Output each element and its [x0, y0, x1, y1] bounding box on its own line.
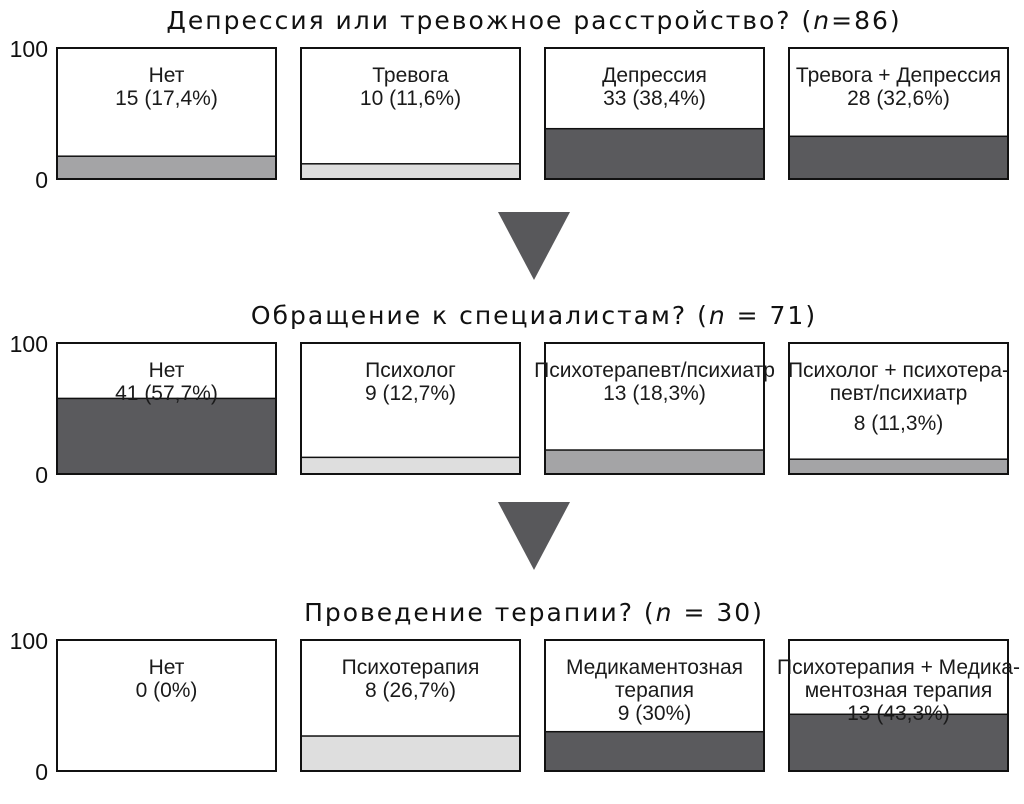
panel-frame — [544, 639, 765, 772]
panel-frame — [788, 342, 1009, 475]
category-label: Тревога + Депрессия — [796, 64, 1001, 87]
title-part: Проведение терапии? ( — [304, 598, 656, 627]
bar — [300, 163, 521, 180]
section-title: Обращение к специалистам? (n = 71) — [251, 301, 817, 330]
y-tick-label-0: 0 — [35, 462, 48, 488]
data-label: 8 (26,7%) — [365, 679, 456, 702]
data-label: 41 (57,7%) — [115, 382, 218, 405]
title-n-symbol: n — [709, 301, 727, 330]
y-tick-label-0: 0 — [35, 167, 48, 193]
category-label: певт/психиатр — [830, 382, 968, 405]
y-tick-label-0: 0 — [35, 759, 48, 785]
y-tick-label-100: 100 — [10, 331, 48, 357]
data-label: 15 (17,4%) — [115, 87, 218, 110]
chart-section: Обращение к специалистам? (n = 71) 100 0 Не… — [10, 301, 1009, 488]
title-n-symbol: n — [656, 598, 674, 627]
panel-background — [301, 48, 520, 179]
category-label: Нет — [149, 656, 185, 679]
panel-background — [57, 640, 276, 771]
data-label: 10 (11,6%) — [360, 87, 461, 110]
bar — [56, 155, 277, 180]
category-label: Медикаментозная — [566, 656, 743, 679]
data-label: 0 (0%) — [136, 679, 198, 702]
title-part: Депрессия или тревожное расстройство? ( — [166, 6, 813, 35]
data-label: 13 (43,3%) — [847, 702, 950, 725]
panel-frame — [56, 47, 277, 180]
panel-frame — [300, 47, 521, 180]
data-label: 13 (18,3%) — [603, 382, 706, 405]
panel-frame — [544, 342, 765, 475]
data-label: 8 (11,3%) — [854, 412, 944, 435]
chart-section: Депрессия или тревожное расстройство? (n… — [10, 6, 1009, 193]
section-title: Проведение терапии? (n = 30) — [304, 598, 764, 627]
y-tick-label-100: 100 — [10, 628, 48, 654]
data-label: 33 (38,4%) — [603, 87, 706, 110]
down-arrow-icon — [498, 502, 570, 570]
title-part: = 71) — [727, 301, 817, 330]
category-label: Психотерапия + Медика- — [777, 656, 1020, 679]
panel-frame — [788, 47, 1009, 180]
bar — [544, 449, 765, 475]
panel-frame — [300, 342, 521, 475]
data-label: 28 (32,6%) — [847, 87, 950, 110]
panel-frame — [544, 47, 765, 180]
bar — [544, 730, 765, 772]
section-title: Депрессия или тревожное расстройство? (n… — [166, 6, 901, 35]
bar — [788, 713, 1009, 772]
panel-frame — [300, 639, 521, 772]
title-part: Обращение к специалистам? ( — [251, 301, 709, 330]
category-label: Депрессия — [602, 64, 707, 87]
panel-frame — [56, 342, 277, 475]
data-label: 9 (30%) — [618, 702, 692, 725]
category-label: Психотерапия — [342, 656, 480, 679]
bar — [300, 735, 521, 772]
panel-background — [301, 343, 520, 474]
category-label: ментозная терапия — [805, 679, 993, 702]
bar — [788, 458, 1009, 475]
data-label: 9 (12,7%) — [365, 382, 456, 405]
y-tick-label-100: 100 — [10, 36, 48, 62]
bar — [788, 135, 1009, 180]
panel-frame — [788, 639, 1009, 772]
title-part: = 30) — [674, 598, 764, 627]
category-label: терапия — [615, 679, 694, 702]
bar — [300, 456, 521, 475]
down-arrow-icon — [498, 212, 570, 280]
title-part: =86) — [831, 6, 902, 35]
panel-frame — [56, 639, 277, 772]
title-n-symbol: n — [813, 6, 831, 35]
category-label: Нет — [149, 64, 185, 87]
category-label: Психолог + психотера- — [788, 359, 1009, 382]
category-label: Психолог — [365, 359, 456, 382]
category-label: Тревога — [372, 64, 449, 87]
bar — [544, 127, 765, 180]
bar — [56, 397, 277, 475]
category-label: Нет — [149, 359, 185, 382]
panel-background — [789, 343, 1008, 474]
category-label: Психотерапевт/психиатр — [534, 359, 775, 382]
